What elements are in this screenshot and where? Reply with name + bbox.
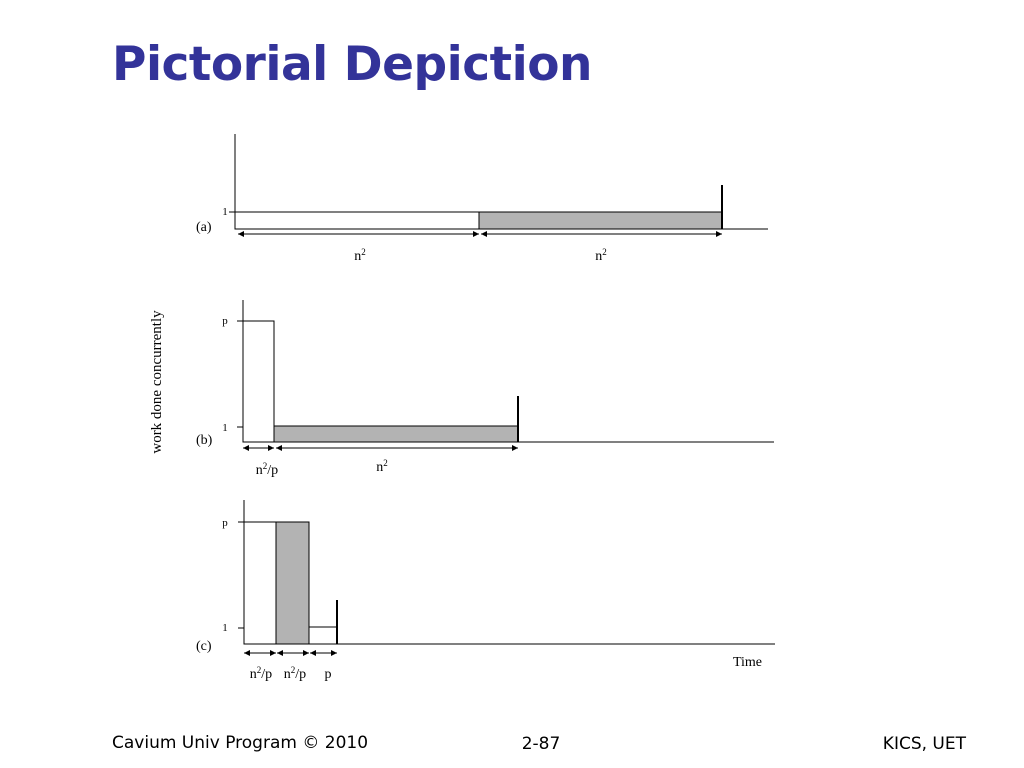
panel-b-segment-label-2: n2 — [376, 458, 388, 475]
slide-title: Pictorial Depiction — [112, 37, 592, 92]
panel-c-tag: (c) — [196, 639, 212, 654]
panel-b-block-tall-white — [242, 320, 275, 443]
footer-copyright: Cavium Univ Program © 2010 — [112, 733, 369, 754]
panel-c-block-white — [243, 521, 277, 645]
panel-b-block-gray — [273, 425, 519, 443]
panel-c-block-gray — [275, 521, 310, 645]
panel-a-tag: (a) — [196, 220, 212, 235]
panel-c-segment-label-2: n2/p — [284, 665, 306, 682]
panel-c-block-small-white — [308, 626, 338, 645]
panel-a-block-gray — [478, 211, 723, 230]
panel-c-segment-label-3: p — [325, 667, 332, 682]
panel-b-tag: (b) — [196, 433, 213, 448]
footer-slide-number: 2-87 — [521, 734, 561, 754]
panel-c-tick-p: p — [222, 517, 228, 529]
panel-b-tick-p: p — [222, 315, 228, 327]
panel-b: p 1 (b) n2/p n2 — [196, 300, 774, 478]
panel-c-segment-label-1: n2/p — [250, 665, 272, 682]
panel-c: p 1 (c) n2/p n2/p p Time — [196, 500, 775, 682]
panel-a-segment-label-2: n2 — [595, 247, 607, 264]
panel-a-block-white — [234, 211, 480, 230]
panel-a: 1 (a) n2 n2 — [196, 134, 768, 264]
footer-organization: KICS, UET — [882, 734, 966, 754]
x-axis-label: Time — [733, 655, 762, 670]
panel-a-tick-1: 1 — [222, 206, 228, 218]
panel-b-tick-1: 1 — [222, 422, 228, 434]
panel-b-segment-label-1: n2/p — [256, 461, 278, 478]
y-axis-label: work done concurrently — [149, 310, 165, 454]
panel-a-segment-label-1: n2 — [354, 247, 366, 264]
panel-c-tick-1: 1 — [222, 622, 228, 634]
